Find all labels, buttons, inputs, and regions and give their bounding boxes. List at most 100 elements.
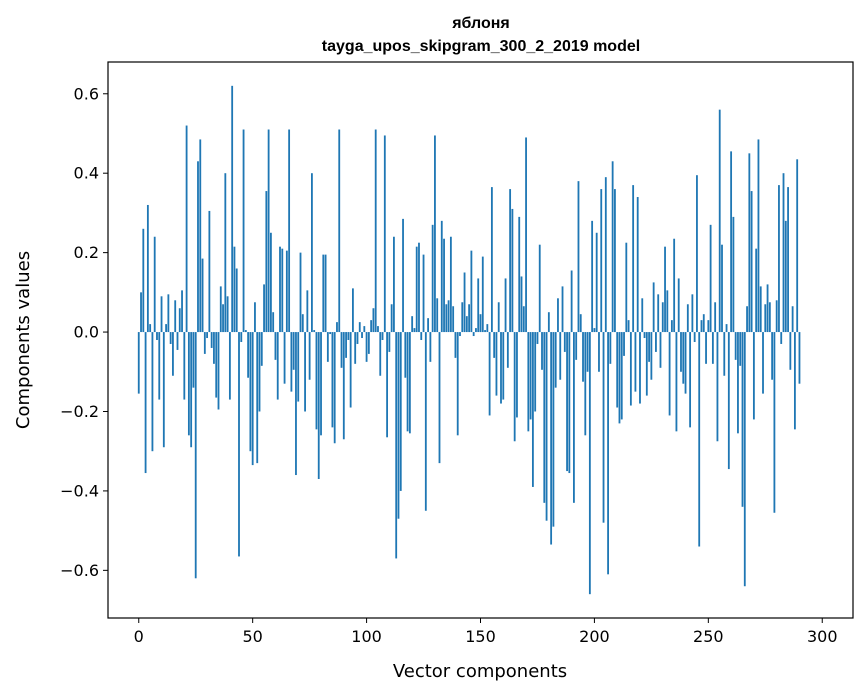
bar-205 bbox=[604, 177, 607, 333]
y-axis-ticks: −0.6 −0.4 −0.2 0.0 0.2 0.4 0.6 bbox=[60, 84, 108, 580]
bar-277 bbox=[768, 302, 771, 333]
bar-202 bbox=[598, 332, 600, 372]
y-tick-label: −0.2 bbox=[60, 402, 99, 421]
bar-155 bbox=[490, 187, 493, 333]
bar-14 bbox=[169, 332, 172, 344]
bar-80 bbox=[320, 332, 322, 436]
bar-72 bbox=[301, 314, 304, 333]
bar-44 bbox=[238, 332, 240, 557]
bar-279 bbox=[773, 332, 776, 513]
bar-69 bbox=[295, 332, 297, 476]
bar-269 bbox=[750, 191, 753, 333]
bar-26 bbox=[197, 161, 199, 333]
bar-48 bbox=[247, 332, 250, 378]
bar-143 bbox=[463, 272, 466, 333]
y-tick-label: −0.6 bbox=[60, 561, 99, 580]
bar-245 bbox=[696, 175, 698, 333]
bar-37 bbox=[222, 304, 224, 333]
bar-234 bbox=[670, 320, 673, 333]
bar-233 bbox=[668, 332, 671, 416]
bar-208 bbox=[611, 161, 614, 333]
bar-129 bbox=[431, 224, 434, 333]
bar-281 bbox=[778, 185, 780, 333]
bar-242 bbox=[689, 332, 692, 428]
bar-88 bbox=[338, 129, 341, 333]
bar-192 bbox=[575, 332, 578, 360]
bar-131 bbox=[436, 298, 439, 333]
bar-253 bbox=[714, 302, 717, 333]
bar-152 bbox=[484, 330, 486, 333]
bar-86 bbox=[333, 332, 336, 444]
bar-55 bbox=[263, 284, 265, 333]
bar-185 bbox=[559, 332, 562, 380]
bar-168 bbox=[520, 276, 523, 333]
bar-235 bbox=[673, 238, 676, 333]
bar-19 bbox=[181, 290, 183, 333]
bar-244 bbox=[693, 332, 696, 342]
bar-229 bbox=[659, 332, 662, 368]
bar-78 bbox=[315, 332, 318, 430]
bar-256 bbox=[721, 244, 723, 333]
bar-92 bbox=[347, 332, 350, 340]
bar-104 bbox=[374, 129, 377, 333]
bar-39 bbox=[226, 296, 229, 333]
bar-222 bbox=[643, 332, 646, 339]
bar-237 bbox=[677, 278, 680, 333]
bar-109 bbox=[386, 332, 388, 438]
bar-214 bbox=[625, 242, 628, 333]
bar-50 bbox=[251, 332, 254, 466]
bar-42 bbox=[233, 246, 236, 333]
bar-239 bbox=[682, 332, 685, 384]
y-tick-label: −0.4 bbox=[60, 481, 99, 500]
bar-135 bbox=[445, 304, 448, 333]
bar-66 bbox=[288, 129, 291, 333]
bar-225 bbox=[650, 332, 653, 380]
bar-119 bbox=[408, 332, 411, 434]
bar-97 bbox=[358, 322, 361, 333]
bar-178 bbox=[543, 332, 546, 503]
bar-255 bbox=[718, 109, 721, 333]
bar-193 bbox=[577, 181, 580, 333]
bar-176 bbox=[538, 244, 541, 333]
bar-257 bbox=[723, 332, 726, 376]
bar-30 bbox=[206, 332, 209, 339]
bar-151 bbox=[481, 256, 484, 333]
bar-45 bbox=[240, 332, 243, 342]
bar-252 bbox=[711, 332, 714, 364]
bar-173 bbox=[531, 332, 534, 487]
bar-142 bbox=[461, 302, 464, 333]
bar-58 bbox=[269, 232, 272, 333]
bar-20 bbox=[183, 332, 186, 400]
bar-240 bbox=[684, 332, 687, 394]
bar-117 bbox=[404, 332, 407, 378]
bar-238 bbox=[680, 332, 682, 372]
bar-21 bbox=[185, 125, 188, 333]
bar-17 bbox=[176, 332, 179, 350]
bar-144 bbox=[465, 316, 468, 333]
bar-125 bbox=[422, 254, 425, 333]
bar-6 bbox=[151, 332, 154, 452]
bar-35 bbox=[217, 332, 220, 410]
bar-46 bbox=[242, 129, 245, 333]
bar-210 bbox=[616, 332, 619, 408]
bar-23 bbox=[190, 332, 193, 448]
bar-24 bbox=[192, 332, 195, 388]
bar-268 bbox=[748, 153, 751, 333]
bar-101 bbox=[367, 332, 370, 354]
bar-85 bbox=[331, 332, 334, 428]
bar-201 bbox=[595, 232, 598, 333]
bar-198 bbox=[588, 332, 591, 595]
bar-118 bbox=[406, 332, 409, 432]
bar-286 bbox=[789, 332, 792, 370]
bar-194 bbox=[579, 314, 582, 333]
bar-284 bbox=[784, 220, 787, 333]
bar-115 bbox=[399, 332, 402, 491]
bar-226 bbox=[652, 282, 655, 333]
bar-110 bbox=[388, 332, 391, 352]
bar-60 bbox=[274, 332, 277, 360]
bar-247 bbox=[700, 320, 703, 333]
bar-249 bbox=[705, 332, 707, 364]
bar-271 bbox=[755, 248, 758, 333]
bar-204 bbox=[602, 332, 605, 523]
bar-266 bbox=[743, 332, 746, 587]
